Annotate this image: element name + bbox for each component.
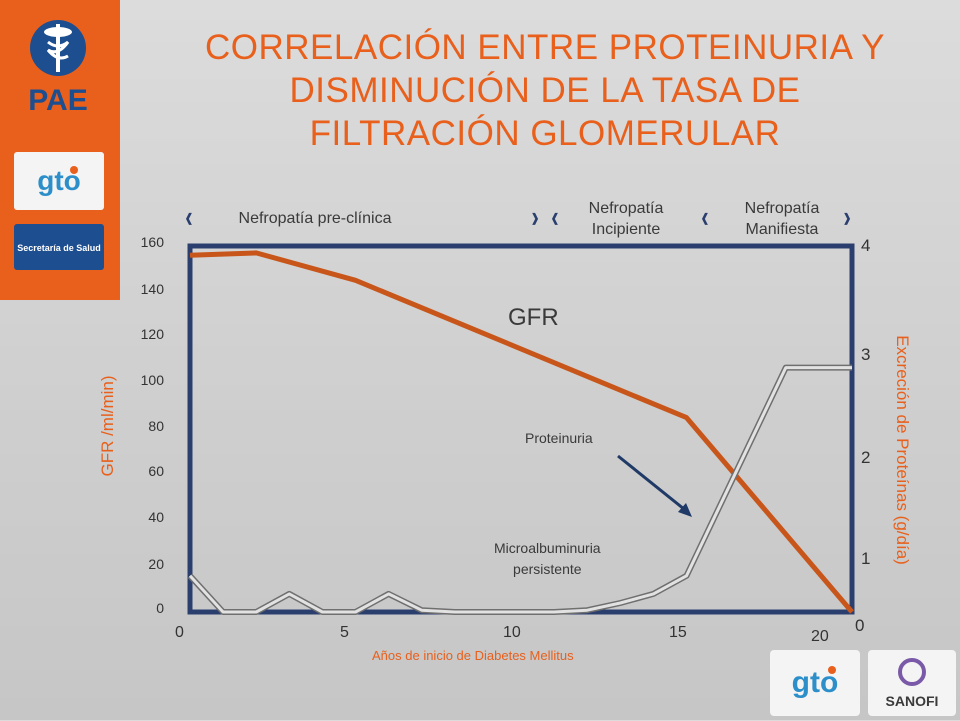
- title-line-3: FILTRACIÓN GLOMERULAR: [309, 114, 781, 153]
- secretaria-logo-text: Secretaría de Salud: [17, 243, 101, 253]
- gto-logo: gto: [14, 152, 104, 210]
- y-left-tick: 140: [140, 281, 164, 297]
- sidebar-logos: PAE gto Secretaría de Salud: [0, 0, 120, 300]
- phase-incipiente: Nefropatía Incipiente: [566, 198, 686, 240]
- x-tick: 20: [811, 628, 829, 645]
- y-left-tick: 120: [140, 326, 164, 342]
- phase-incipiente-line-2: Incipiente: [591, 221, 661, 238]
- y-left-tick: 0: [156, 600, 164, 616]
- microalbuminuria-label: Microalbuminuria persistente: [494, 538, 601, 580]
- phase-arrow-left-icon: ❰: [184, 211, 195, 225]
- y-right-tick: 0: [855, 616, 865, 635]
- y-right-tick: 3: [861, 345, 871, 364]
- x-tick: 10: [503, 624, 521, 641]
- title-line-1: CORRELACIÓN ENTRE PROTEINURIA Y: [205, 28, 885, 67]
- footer-sanofi-logo: SANOFI: [868, 650, 956, 716]
- footer-gto-logo: gto: [770, 650, 860, 716]
- y-left-tick: 20: [148, 556, 164, 572]
- footer-sanofi-text: SANOFI: [886, 693, 939, 709]
- pae-logo-text: PAE: [28, 84, 87, 117]
- phase-arrow-right-icon: ❱: [530, 211, 541, 225]
- proteinuria-label: Proteinuria: [525, 430, 593, 446]
- proteinuria-series-line: [188, 366, 852, 614]
- secretaria-salud-logo: Secretaría de Salud: [14, 224, 104, 270]
- y-left-tick: 100: [140, 372, 164, 388]
- phase-arrow-left-icon: ❰: [700, 211, 711, 225]
- y-right-tick: 2: [861, 448, 871, 467]
- phase-arrow-left-icon: ❰: [550, 211, 561, 225]
- gfr-series-label: GFR: [508, 304, 559, 331]
- micro-label-line-2: persistente: [513, 561, 582, 577]
- pae-logo: PAE: [28, 20, 88, 117]
- gfr-series-line: [189, 250, 854, 614]
- y-left-tick: 160: [140, 234, 164, 250]
- proteinuria-pointer-arrow: [617, 454, 685, 511]
- phase-manifiesta-line-2: Manifiesta: [745, 221, 819, 238]
- x-tick: 0: [175, 624, 184, 641]
- title-line-2: DISMINUCIÓN DE LA TASA DE: [289, 71, 801, 110]
- y-right-tick: 1: [861, 549, 871, 568]
- phase-manifiesta-line-1: Nefropatía: [744, 200, 820, 217]
- proteinuria-arrow-head-icon: [678, 503, 692, 517]
- x-tick: 5: [340, 624, 349, 641]
- phase-manifiesta: Nefropatía Manifiesta: [722, 198, 842, 240]
- slide-title: CORRELACIÓN ENTRE PROTEINURIA Y DISMINUC…: [150, 26, 940, 155]
- y-right-tick: 4: [861, 236, 871, 255]
- micro-label-line-1: Microalbuminuria: [494, 540, 601, 556]
- phase-preclinica: Nefropatía pre-clínica: [238, 210, 392, 227]
- y-left-tick: 40: [148, 509, 164, 525]
- x-tick: 15: [669, 624, 687, 641]
- y-left-tick: 60: [148, 463, 164, 479]
- x-axis-label: Años de inicio de Diabetes Mellitus: [372, 648, 574, 663]
- phase-arrow-right-icon: ❱: [842, 211, 853, 225]
- phase-incipiente-line-1: Nefropatía: [588, 200, 664, 217]
- y-left-tick: 80: [148, 418, 164, 434]
